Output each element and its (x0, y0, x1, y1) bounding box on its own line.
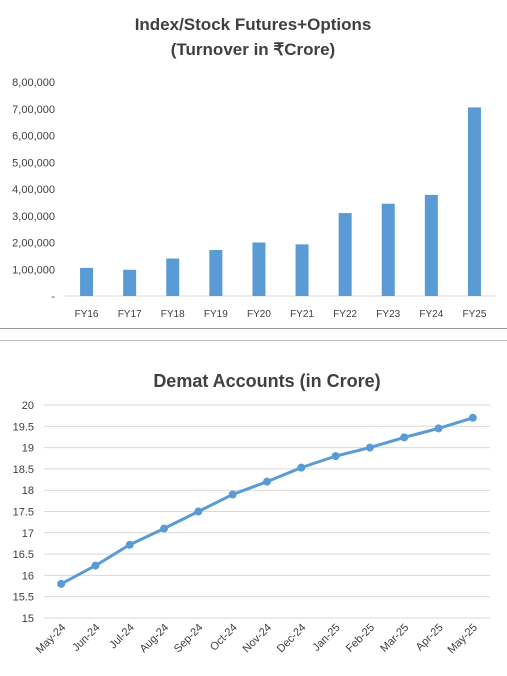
line-x-tick-label: May-25 (446, 622, 480, 656)
demat-series-line (60, 416, 474, 586)
line-x-tick-label: Mar-25 (378, 622, 411, 655)
line-y-tick-label: 17.5 (13, 507, 34, 519)
line-point-mar-25 (400, 433, 409, 442)
bar-y-tick-label: 3,00,000 (12, 211, 55, 223)
line-y-tick-label: 16 (22, 570, 34, 582)
bar-x-tick-label: FY20 (247, 309, 271, 320)
line-y-tick-label: 17 (22, 528, 34, 540)
bar-x-tick-label: FY17 (118, 309, 142, 320)
bar-x-tick-label: FY25 (462, 309, 486, 320)
bar-x-tick-label: FY21 (290, 309, 314, 320)
line-point-aug-24 (160, 524, 169, 533)
bar-y-tick-label: - (51, 291, 55, 303)
line-y-tick-label: 19.5 (13, 421, 34, 433)
line-y-axis: 15 15.5 16 16.5 17 17.5 18 18.5 19 19.5 20 (13, 400, 34, 625)
bar-y-tick-label: 7,00,000 (12, 104, 55, 116)
bar-x-tick-label: FY16 (75, 309, 99, 320)
line-y-tick-label: 16.5 (13, 549, 34, 561)
line-y-tick-label: 18.5 (13, 464, 34, 476)
bar-fy23 (381, 203, 395, 296)
line-point-jan-25 (331, 452, 340, 461)
line-point-dec-24 (297, 463, 306, 472)
turnover-bar-chart: Index/Stock Futures+Options (Turnover in… (12, 15, 496, 320)
line-x-tick-label: Dec-24 (275, 622, 309, 656)
bar-x-axis: FY16 FY17 FY18 FY19 FY20 FY21 FY22 FY23 FY24 FY25 (75, 309, 487, 320)
bar-y-tick-label: 2,00,000 (12, 238, 55, 250)
line-point-oct-24 (228, 490, 237, 499)
bar-fy25 (467, 107, 481, 296)
line-point-jun-24 (91, 561, 100, 570)
line-x-tick-label: Feb-25 (344, 622, 377, 655)
bar-x-tick-label: FY19 (204, 309, 228, 320)
line-point-apr-25 (434, 424, 443, 433)
line-x-tick-label: Nov-24 (241, 622, 275, 656)
bar-fy20 (252, 242, 266, 296)
bar-y-axis: - 1,00,000 2,00,000 3,00,000 4,00,000 5,00,00… (12, 77, 55, 303)
line-x-tick-label: Jul-24 (107, 622, 137, 652)
line-x-tick-label: Jun-24 (70, 622, 102, 654)
bar-x-tick-label: FY23 (376, 309, 400, 320)
bar-chart-subtitle: (Turnover in ₹Crore) (171, 40, 335, 59)
line-point-feb-25 (365, 443, 374, 452)
demat-line-chart: Demat Accounts (in Crore) 15 15.5 16 16.5 17… (13, 371, 490, 656)
line-x-axis: May-24 Jun-24 Jul-24 Aug-24 Sep-24 Oct-24 Nov-… (34, 622, 480, 656)
bar-y-tick-label: 5,00,000 (12, 157, 55, 169)
bar-series (80, 107, 481, 296)
demat-series-points (57, 413, 477, 588)
bar-fy21 (295, 244, 309, 296)
line-y-tick-label: 15 (22, 613, 34, 625)
line-y-tick-label: 20 (22, 400, 34, 412)
demat-chart-panel: Demat Accounts (in Crore) 15 15.5 16 16.5 17… (0, 340, 507, 676)
line-point-may-25 (468, 413, 477, 422)
bar-y-tick-label: 6,00,000 (12, 131, 55, 143)
line-y-tick-label: 19 (22, 443, 34, 455)
line-point-nov-24 (263, 477, 271, 486)
bar-y-tick-label: 4,00,000 (12, 184, 55, 196)
bar-y-tick-label: 8,00,000 (12, 77, 55, 89)
bar-x-tick-label: FY18 (161, 309, 185, 320)
line-y-tick-label: 18 (22, 485, 34, 497)
line-point-sep-24 (194, 507, 203, 516)
line-chart-title: Demat Accounts (in Crore) (153, 371, 380, 391)
bar-fy17 (123, 269, 137, 296)
bar-chart-title: Index/Stock Futures+Options (135, 15, 372, 34)
turnover-chart-panel: Index/Stock Futures+Options (Turnover in… (0, 0, 507, 330)
bar-fy16 (80, 267, 94, 296)
line-gridlines (44, 404, 490, 619)
line-point-may-24 (57, 579, 66, 588)
bar-x-tick-label: FY22 (333, 309, 357, 320)
bar-fy19 (209, 249, 223, 296)
line-y-tick-label: 15.5 (13, 592, 34, 604)
line-point-jul-24 (125, 540, 134, 549)
line-x-tick-label: Sep-24 (172, 622, 206, 656)
bar-fy22 (338, 213, 352, 296)
line-x-tick-label: Oct-24 (208, 622, 240, 654)
line-x-tick-label: Jan-25 (310, 622, 342, 654)
line-x-tick-label: Aug-24 (138, 622, 172, 656)
bar-y-tick-label: 1,00,000 (12, 264, 55, 276)
line-x-tick-label: Apr-25 (414, 622, 446, 654)
line-x-tick-label: May-24 (34, 622, 68, 656)
bar-fy18 (166, 258, 180, 296)
bar-x-tick-label: FY24 (419, 309, 443, 320)
bar-fy24 (424, 194, 438, 296)
